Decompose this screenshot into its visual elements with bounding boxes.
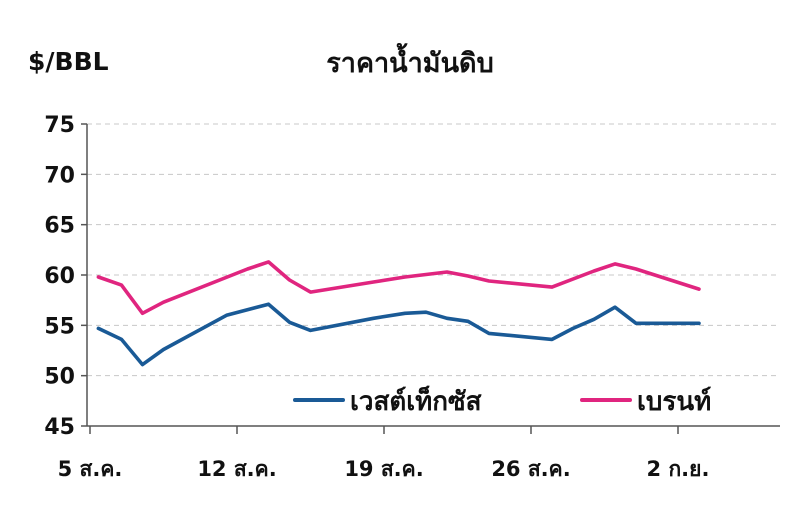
x-tick-label: 26 ส.ค. (491, 457, 570, 481)
x-tick-label: 2 ก.ย. (647, 457, 710, 481)
y-tick-label: 60 (44, 264, 75, 289)
y-tick-label: 65 (44, 214, 75, 239)
legend-label-0: เวสต์เท็กซัส (350, 385, 482, 417)
gridlines (87, 123, 780, 377)
legend: เวสต์เท็กซัส เบรนท์ (293, 385, 711, 417)
legend-label-1: เบรนท์ (637, 386, 711, 417)
x-tick-label: 5 ส.ค. (58, 457, 123, 481)
axes (81, 123, 780, 434)
y-tick-label: 70 (44, 163, 75, 188)
y-tick-label: 50 (44, 365, 75, 390)
y-axis-unit-label: $/BBL (28, 47, 109, 76)
x-tick-label: 12 ส.ค. (197, 457, 276, 481)
x-tick-label: 19 ส.ค. (344, 457, 423, 481)
y-tick-label: 75 (44, 113, 75, 138)
series-line-1 (96, 260, 701, 316)
chart-title: ราคาน้ำมันดิบ (326, 42, 493, 79)
y-tick-labels: 45 50 55 60 65 70 75 (44, 113, 75, 440)
x-tick-labels: 5 ส.ค. 12 ส.ค. 19 ส.ค. 26 ส.ค. 2 ก.ย. (58, 457, 710, 481)
y-tick-label: 45 (44, 415, 75, 440)
series-line-0 (96, 302, 701, 367)
series-lines (96, 260, 701, 367)
y-tick-label: 55 (44, 314, 75, 339)
